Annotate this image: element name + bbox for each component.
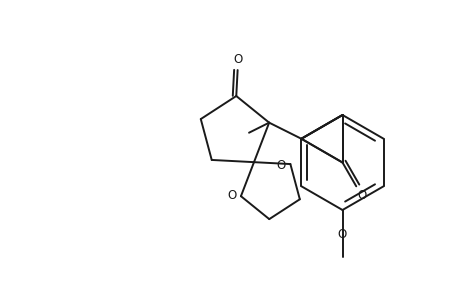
Text: O: O [337, 229, 347, 242]
Text: O: O [276, 159, 285, 172]
Text: O: O [233, 52, 242, 66]
Text: O: O [227, 189, 236, 202]
Text: O: O [356, 189, 365, 202]
